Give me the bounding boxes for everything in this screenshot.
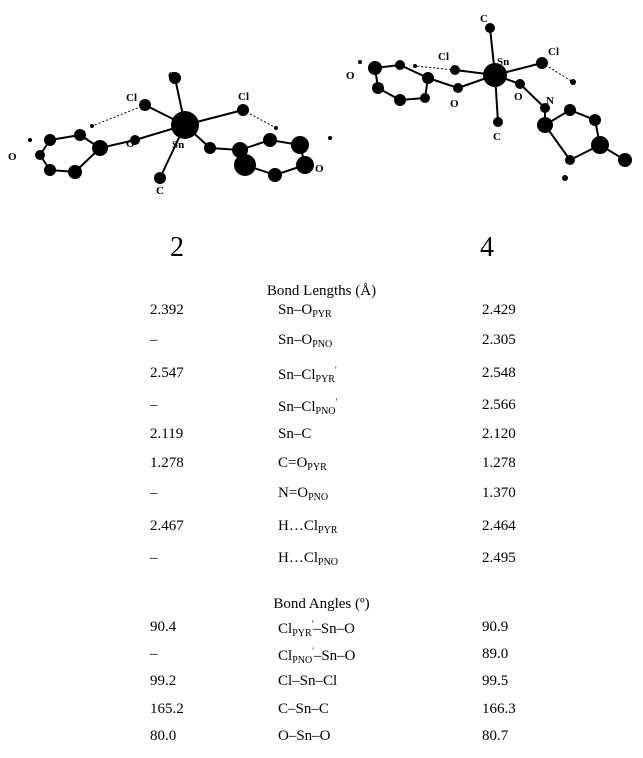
molecule-figure: Cl Cl C C Sn O O O C Sn Cl Cl O O O N C [0,0,643,210]
bond-part: PNO [316,406,336,417]
bond-part: H…Cl [278,518,318,534]
atom-label: O [514,91,523,103]
bond-part: PYR [316,374,335,385]
value-4: 2.305 [482,332,516,349]
value-2: 2.467 [150,518,184,535]
bond-part: PYR [307,462,326,473]
value-4: 80.7 [482,728,508,745]
section-title: Bond Angles (º) [0,596,643,613]
bond-part: –Sn–O [314,648,356,664]
value-2: 2.392 [150,302,184,319]
value-4: 1.278 [482,455,516,472]
value-4: 2.566 [482,397,516,414]
atom-label: C [168,70,176,82]
value-2: – [150,485,158,502]
bond-part: PNO [318,557,338,568]
compound-label: 4 [480,232,494,264]
bond-label: N=OPNO [278,485,328,503]
atom-label: O [346,70,355,82]
bond-part: C=O [278,455,307,471]
molecule-4 [358,23,632,181]
bond-label: ClPYR'–Sn–O [278,619,355,639]
atom-label: C [493,131,501,143]
atom-label: C [480,13,488,25]
bond-label: Cl–Sn–Cl [278,673,337,690]
value-4: 2.464 [482,518,516,535]
bond-part: Sn–Cl [278,399,316,415]
value-4: 1.370 [482,485,516,502]
value-4: 2.120 [482,426,516,443]
value-2: 80.0 [150,728,176,745]
compound-label: 2 [170,232,184,264]
value-4: 166.3 [482,701,516,718]
bond-part: PNO [308,492,328,503]
bond-part: PYR [292,628,311,639]
bond-part: PNO [292,655,312,666]
atom-label: Cl [126,92,137,104]
bond-part: ' [335,365,337,375]
atom-label: Cl [238,91,249,103]
bond-part: C–Sn–C [278,701,329,717]
atom-label: Sn [497,56,509,68]
bond-label: Sn–OPNO [278,332,332,350]
atom-label: Cl [548,46,559,58]
bond-part: Cl [278,648,292,664]
atom-label: N [546,95,554,107]
value-4: 90.9 [482,619,508,636]
value-4: 2.495 [482,550,516,567]
bond-part: H…Cl [278,550,318,566]
bond-part: Cl [278,621,292,637]
value-2: 90.4 [150,619,176,636]
bond-label: ClPNO'–Sn–O [278,646,356,666]
bond-label: C–Sn–C [278,701,329,718]
bond-label: Sn–OPYR [278,302,332,320]
bond-label: C=OPYR [278,455,327,473]
value-2: – [150,332,158,349]
atom-label: O [450,98,459,110]
value-2: 2.547 [150,365,184,382]
bond-part: O–Sn–O [278,728,331,744]
atom-label: O [315,163,324,175]
bond-label: Sn–C [278,426,311,443]
atom-label: C [156,185,164,197]
section-title: Bond Lengths (Å) [0,283,643,300]
page: Cl Cl C C Sn O O O C Sn Cl Cl O O O N C … [0,0,643,758]
atom-label: Cl [438,51,449,63]
value-2: 1.278 [150,455,184,472]
bond-part: Cl–Sn–Cl [278,673,337,689]
value-4: 2.548 [482,365,516,382]
bond-part: Sn–C [278,426,311,442]
bond-part: Sn–O [278,302,312,318]
value-2: – [150,397,158,414]
bond-label: H…ClPNO [278,550,338,568]
value-4: 89.0 [482,646,508,663]
value-4: 99.5 [482,673,508,690]
molecule-2 [28,72,332,184]
bond-label: Sn–ClPYR' [278,365,337,385]
bond-label: O–Sn–O [278,728,331,745]
bond-part: –Sn–O [313,621,355,637]
bond-label: Sn–ClPNO' [278,397,337,417]
bond-part: PYR [318,525,337,536]
value-2: 99.2 [150,673,176,690]
value-2: – [150,550,158,567]
atom-label: O [8,151,17,163]
bond-part: Sn–O [278,332,312,348]
value-2: 2.119 [150,426,183,443]
bond-part: N=O [278,485,308,501]
atom-label: O [126,138,135,150]
bond-part: Sn–Cl [278,367,316,383]
bond-part: PNO [312,339,332,350]
bond-part: PYR [312,309,331,320]
bond-part: ' [336,397,338,407]
value-2: – [150,646,158,663]
atom-label: Sn [172,139,184,151]
bond-label: H…ClPYR [278,518,337,536]
value-4: 2.429 [482,302,516,319]
value-2: 165.2 [150,701,184,718]
